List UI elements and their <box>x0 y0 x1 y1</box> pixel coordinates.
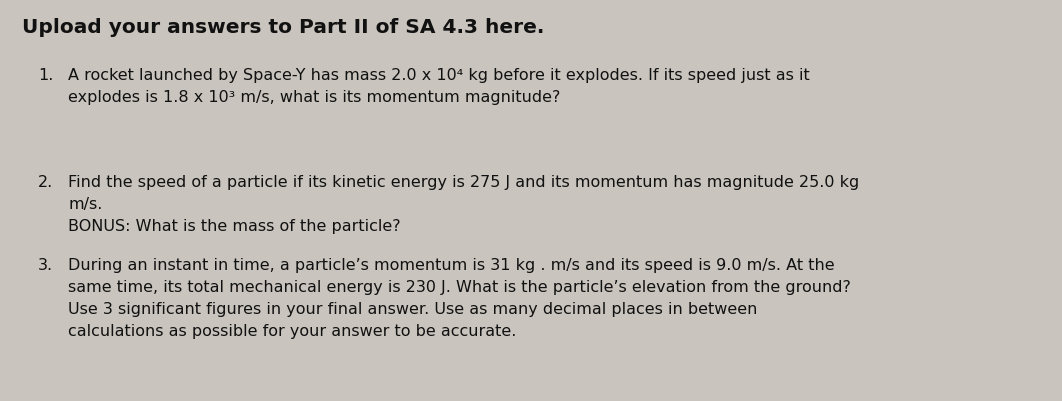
Text: 1.: 1. <box>38 68 53 83</box>
Text: During an instant in time, a particle’s momentum is 31 kg . m/s and its speed is: During an instant in time, a particle’s … <box>68 257 835 272</box>
Text: 3.: 3. <box>38 257 53 272</box>
Text: explodes is 1.8 x 10³ m/s, what is its momentum magnitude?: explodes is 1.8 x 10³ m/s, what is its m… <box>68 90 561 105</box>
Text: calculations as possible for your answer to be accurate.: calculations as possible for your answer… <box>68 323 516 338</box>
Text: 2.: 2. <box>38 174 53 190</box>
Text: Use 3 significant figures in your final answer. Use as many decimal places in be: Use 3 significant figures in your final … <box>68 301 757 316</box>
Text: A rocket launched by Space-Y has mass 2.0 x 10⁴ kg before it explodes. If its sp: A rocket launched by Space-Y has mass 2.… <box>68 68 809 83</box>
Text: Find the speed of a particle if its kinetic energy is 275 J and its momentum has: Find the speed of a particle if its kine… <box>68 174 859 190</box>
Text: m/s.: m/s. <box>68 196 102 211</box>
Text: BONUS: What is the mass of the particle?: BONUS: What is the mass of the particle? <box>68 219 400 233</box>
Text: same time, its total mechanical energy is 230 J. What is the particle’s elevatio: same time, its total mechanical energy i… <box>68 279 851 294</box>
Text: Upload your answers to Part II of SA 4.3 here.: Upload your answers to Part II of SA 4.3… <box>22 18 545 37</box>
